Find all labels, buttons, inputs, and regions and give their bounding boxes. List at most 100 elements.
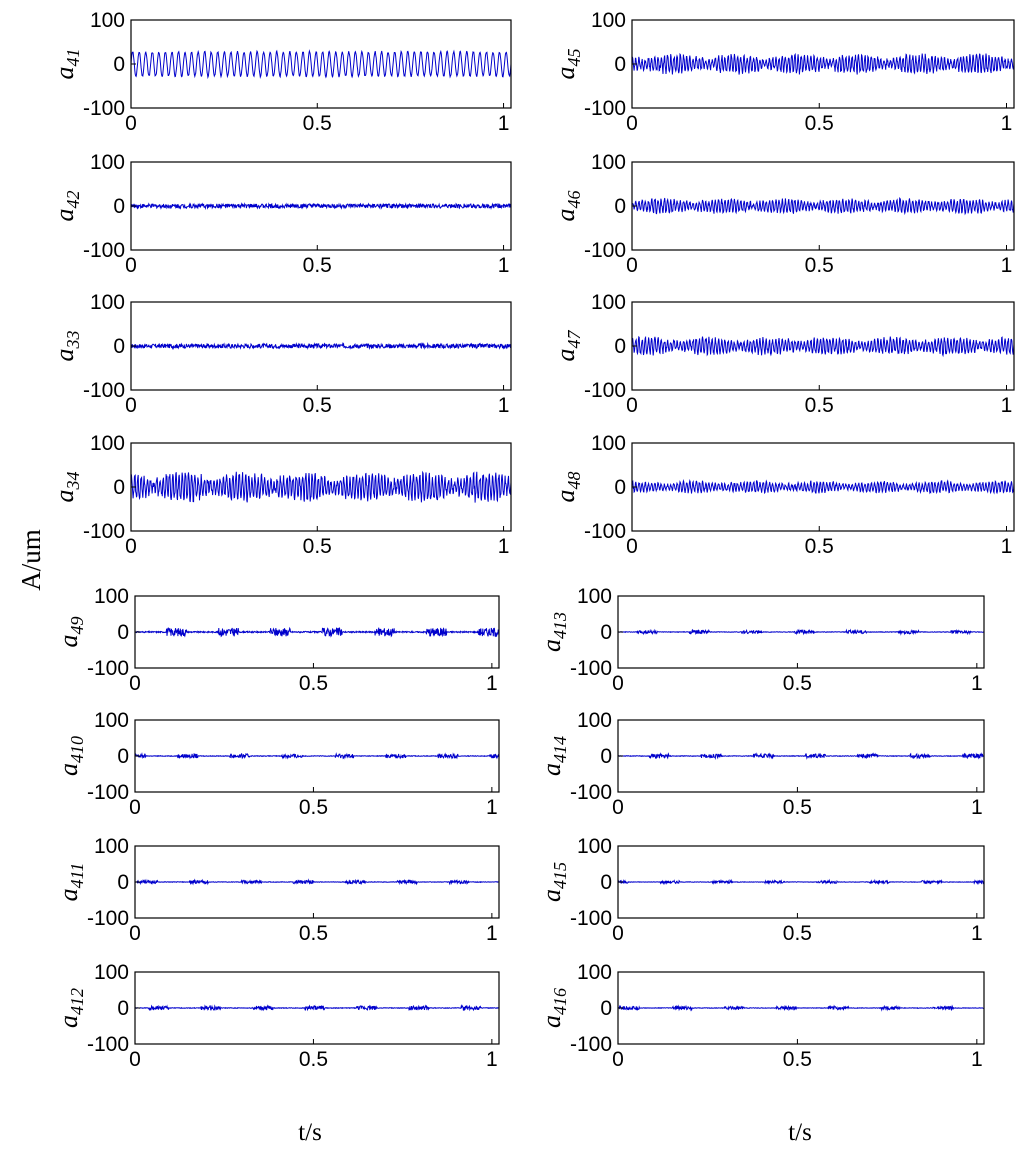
y-tick-label: 0 [600, 997, 612, 1020]
x-tick-label: 1 [498, 112, 510, 135]
x-tick-label: 1 [971, 672, 983, 695]
y-tick-label: -100 [83, 520, 125, 543]
series-line [617, 628, 985, 636]
x-tick-label: 1 [1001, 112, 1013, 135]
series-line [617, 878, 985, 886]
x-tick-label: 0 [612, 922, 624, 945]
series-line [130, 341, 512, 351]
y-tick-label: 100 [591, 432, 626, 455]
series-line [134, 1004, 500, 1012]
x-tick-label: 1 [1001, 535, 1013, 558]
y-tick-label: 100 [94, 835, 129, 858]
x-tick-label: 1 [486, 922, 498, 945]
x-tick-label: 1 [486, 672, 498, 695]
x-tick-label: 0 [626, 535, 638, 558]
y-tick-label: -100 [570, 781, 612, 804]
series-line [130, 49, 512, 80]
y-tick-label: 0 [614, 195, 626, 218]
series-line [631, 197, 1015, 216]
y-tick-label: -100 [584, 97, 626, 120]
figure-xlabel-right: t/s [788, 1119, 812, 1146]
x-tick-label: 0 [129, 922, 141, 945]
y-tick-label: 100 [591, 151, 626, 174]
y-tick-label: -100 [584, 379, 626, 402]
x-tick-label: 0.5 [299, 922, 328, 945]
x-tick-label: 0 [612, 1048, 624, 1071]
x-tick-label: 0 [125, 535, 137, 558]
x-tick-label: 1 [498, 254, 510, 277]
y-tick-label: 0 [600, 745, 612, 768]
x-tick-label: 0.5 [783, 796, 812, 819]
y-tick-label: 100 [90, 432, 125, 455]
y-tick-label: -100 [87, 907, 129, 930]
y-tick-label: 100 [90, 291, 125, 314]
y-tick-label: 100 [577, 835, 612, 858]
y-axis-label: a45 [551, 49, 584, 80]
y-tick-label: -100 [83, 239, 125, 262]
series-line [130, 202, 512, 211]
x-tick-label: 0.5 [303, 394, 332, 417]
x-tick-label: 0.5 [783, 922, 812, 945]
y-tick-label: 0 [614, 53, 626, 76]
series-line [617, 1004, 985, 1012]
x-tick-label: 0 [125, 112, 137, 135]
y-axis-label: a41 [50, 49, 83, 80]
y-tick-label: 0 [113, 195, 125, 218]
y-tick-label: 0 [113, 335, 125, 358]
x-tick-label: 0.5 [303, 254, 332, 277]
x-tick-label: 1 [498, 535, 510, 558]
x-tick-label: 1 [486, 1048, 498, 1071]
x-tick-label: 0.5 [805, 535, 834, 558]
x-tick-label: 0 [129, 672, 141, 695]
series-line [134, 752, 500, 760]
y-axis-label: a414 [537, 736, 570, 776]
y-tick-label: -100 [570, 1033, 612, 1056]
series-line [618, 752, 985, 760]
y-axis-label: a34 [50, 472, 83, 503]
y-tick-label: 100 [591, 291, 626, 314]
x-tick-label: 0 [125, 254, 137, 277]
y-axis-label: a412 [54, 988, 87, 1028]
x-tick-label: 0.5 [303, 112, 332, 135]
y-axis-label: a410 [54, 736, 87, 776]
x-tick-label: 1 [486, 796, 498, 819]
y-tick-label: -100 [87, 657, 129, 680]
x-tick-label: 1 [1001, 254, 1013, 277]
x-tick-label: 0.5 [805, 394, 834, 417]
y-axis-label: a46 [551, 191, 584, 222]
y-tick-label: 100 [577, 585, 612, 608]
y-tick-label: 0 [117, 621, 129, 644]
y-tick-label: 100 [94, 709, 129, 732]
y-tick-label: -100 [83, 97, 125, 120]
x-tick-label: 1 [971, 796, 983, 819]
y-tick-label: 100 [591, 9, 626, 32]
x-tick-label: 1 [971, 1048, 983, 1071]
y-axis-label: a415 [537, 862, 570, 902]
x-tick-label: 0 [612, 796, 624, 819]
series-line [631, 52, 1015, 75]
y-tick-label: 0 [600, 621, 612, 644]
y-tick-label: -100 [87, 781, 129, 804]
y-tick-label: 0 [113, 476, 125, 499]
x-tick-label: 0 [626, 394, 638, 417]
x-tick-label: 1 [498, 394, 510, 417]
x-tick-label: 0 [129, 1048, 141, 1071]
y-tick-label: 0 [614, 476, 626, 499]
series-line [631, 335, 1015, 358]
x-tick-label: 1 [1001, 394, 1013, 417]
figure-xlabel-left: t/s [298, 1119, 322, 1146]
y-tick-label: -100 [584, 520, 626, 543]
x-tick-label: 0.5 [783, 672, 812, 695]
y-axis-label: a47 [551, 330, 584, 362]
